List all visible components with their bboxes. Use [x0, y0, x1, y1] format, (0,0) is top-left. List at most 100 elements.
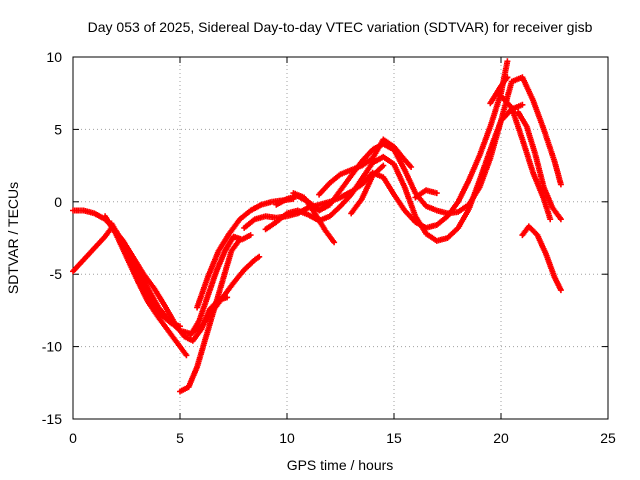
data-point	[275, 203, 278, 206]
data-point	[249, 233, 252, 237]
data-point	[317, 203, 321, 206]
data-point	[350, 174, 353, 177]
data-point	[217, 249, 220, 253]
data-point	[435, 209, 438, 212]
data-point	[225, 296, 229, 299]
data-point	[553, 275, 556, 279]
data-point	[307, 213, 310, 217]
data-point	[403, 186, 406, 189]
series-track-13	[348, 162, 387, 217]
data-point	[446, 212, 449, 215]
data-point	[536, 233, 539, 237]
data-point	[339, 204, 342, 208]
data-point	[489, 157, 492, 160]
data-point	[253, 258, 257, 261]
x-tick-label: 20	[493, 430, 509, 446]
data-point	[489, 102, 492, 105]
x-tick-label: 10	[279, 430, 295, 446]
data-point	[232, 235, 235, 238]
data-point	[360, 160, 364, 163]
chart-title: Day 053 of 2025, Sidereal Day-to-day VTE…	[88, 19, 593, 35]
data-point	[161, 314, 165, 318]
data-point	[82, 258, 85, 261]
series-track-5	[177, 236, 243, 395]
series-markers	[519, 223, 564, 294]
data-point	[195, 306, 199, 309]
data-point	[285, 197, 289, 201]
grid	[73, 57, 608, 419]
y-tick-label: 5	[54, 121, 62, 137]
data-point	[142, 287, 145, 290]
series-track-12	[316, 136, 415, 198]
data-point	[275, 216, 278, 219]
data-point	[478, 154, 481, 157]
data-point	[360, 177, 364, 180]
data-point	[553, 160, 556, 163]
y-tick-label: -10	[42, 339, 62, 355]
data-point	[240, 238, 244, 241]
data-point	[457, 210, 460, 214]
data-point	[324, 229, 327, 232]
data-point	[82, 209, 85, 212]
data-point	[350, 193, 353, 196]
data-point	[302, 196, 306, 199]
x-axis-label: GPS time / hours	[287, 457, 394, 473]
x-tick-label: 0	[69, 430, 77, 446]
data-point	[403, 168, 406, 172]
data-point	[223, 249, 227, 253]
data-point	[549, 217, 552, 221]
data-point	[332, 241, 336, 244]
data-point	[317, 209, 321, 212]
data-point	[435, 239, 438, 243]
data-point	[121, 241, 124, 244]
data-point	[249, 209, 252, 212]
data-point	[296, 209, 299, 212]
data-point	[103, 235, 107, 238]
data-point	[457, 226, 460, 230]
data-point	[264, 228, 267, 231]
data-point	[392, 162, 396, 166]
series-track-6	[187, 232, 254, 338]
data-point	[506, 76, 509, 79]
data-point	[292, 191, 295, 195]
y-tick-label: -5	[50, 266, 63, 282]
data-point	[187, 385, 190, 389]
data-point	[531, 171, 535, 175]
data-point	[435, 223, 438, 227]
data-point	[168, 330, 171, 334]
data-point	[178, 390, 182, 393]
data-point	[392, 193, 396, 196]
series-track-14	[412, 187, 440, 201]
data-point	[371, 148, 374, 151]
series-track-17	[515, 109, 564, 223]
data-point	[285, 212, 289, 215]
series-track-4	[108, 220, 183, 330]
data-point	[228, 232, 231, 235]
data-point	[542, 186, 545, 189]
data-point	[499, 94, 503, 98]
data-point	[534, 152, 537, 156]
data-point	[213, 307, 216, 311]
data-point	[183, 335, 186, 338]
data-point	[403, 209, 406, 212]
data-point	[238, 217, 242, 221]
data-point	[215, 270, 218, 273]
data-point	[403, 158, 406, 162]
data-point	[371, 174, 374, 177]
data-point	[131, 255, 135, 259]
data-point	[71, 209, 75, 212]
data-point	[382, 175, 385, 179]
data-point	[510, 80, 513, 83]
data-point	[275, 220, 278, 224]
data-point	[542, 197, 545, 201]
data-point	[371, 157, 374, 160]
series-markers	[177, 236, 243, 395]
data-point	[103, 215, 107, 218]
series-track-11	[290, 190, 338, 246]
data-point	[146, 287, 150, 290]
data-point	[371, 161, 374, 164]
data-point	[382, 164, 385, 167]
data-series	[70, 58, 564, 395]
data-point	[170, 322, 173, 325]
data-point	[142, 273, 145, 276]
